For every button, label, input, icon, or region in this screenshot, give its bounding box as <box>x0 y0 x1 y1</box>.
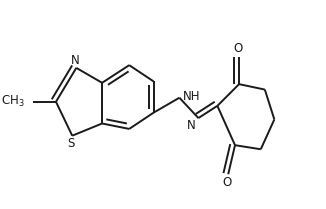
Text: N: N <box>186 119 195 133</box>
Text: CH$_3$: CH$_3$ <box>1 94 25 109</box>
Text: N: N <box>71 54 79 66</box>
Text: O: O <box>233 42 242 55</box>
Text: S: S <box>67 137 75 150</box>
Text: NH: NH <box>183 90 200 103</box>
Text: O: O <box>222 176 231 189</box>
